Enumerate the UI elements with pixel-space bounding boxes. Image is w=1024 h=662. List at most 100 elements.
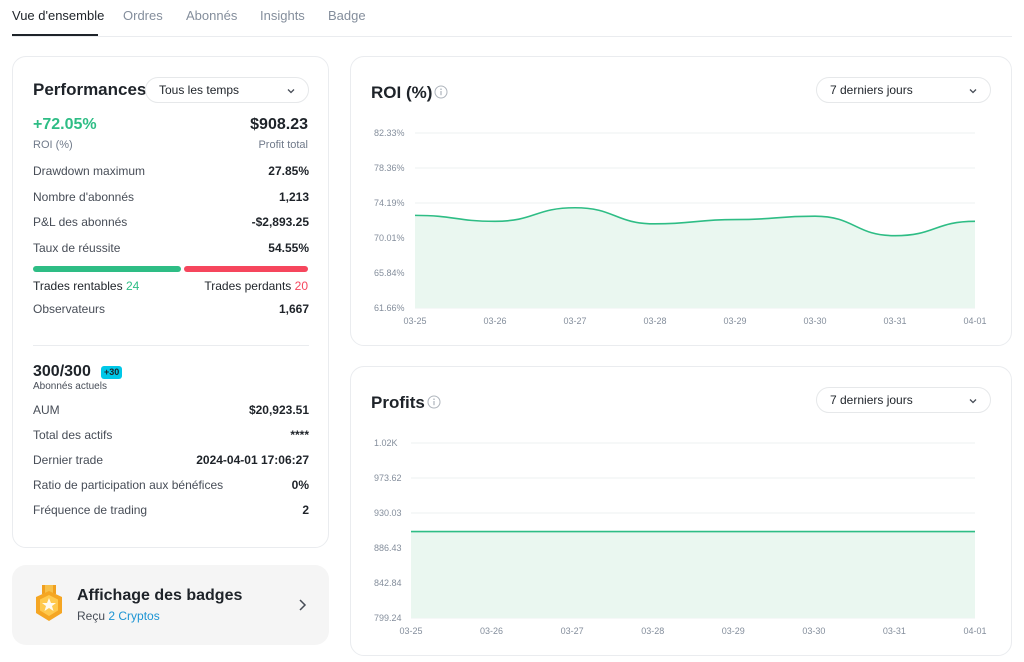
active-tab-indicator <box>12 34 98 36</box>
stat-row-win-rate: Taux de réussite 54.55% <box>33 241 309 257</box>
badges-title: Affichage des badges <box>77 587 243 604</box>
series-area <box>415 207 975 308</box>
profit-period-select[interactable]: 7 derniers jours <box>816 387 991 413</box>
stat-value: 54.55% <box>268 241 309 255</box>
stat-row-total-assets: Total des actifs **** <box>33 428 309 444</box>
tab-bar: Vue d'ensemble Ordres Abonnés Insights B… <box>12 0 1012 37</box>
stat-value: $20,923.51 <box>248 403 309 417</box>
x-tick-label: 04-01 <box>963 316 986 326</box>
x-tick-label: 03-30 <box>802 626 825 636</box>
stat-label: Total des actifs <box>33 428 113 442</box>
y-tick-label: 799.24 <box>374 613 402 623</box>
section-divider <box>33 345 309 346</box>
stat-label: Observateurs <box>33 302 106 316</box>
total-profit-value: $908.23 <box>250 116 308 133</box>
badges-received-link[interactable]: 2 Cryptos <box>108 609 160 623</box>
stat-value: 0% <box>291 478 309 492</box>
stat-value: **** <box>290 428 309 442</box>
y-tick-label: 1.02K <box>374 438 398 448</box>
y-tick-label: 61.66% <box>374 303 405 313</box>
stat-value: 1,667 <box>278 302 309 316</box>
stat-row-profit-share: Ratio de participation aux bénéfices 0% <box>33 478 309 494</box>
winning-trades: Trades rentables 24 <box>33 279 139 293</box>
losing-trades: Trades perdants 20 <box>204 279 308 293</box>
badges-card[interactable]: Affichage des badges Reçu 2 Cryptos <box>12 565 329 645</box>
y-tick-label: 930.03 <box>374 508 402 518</box>
stat-value: 2 <box>302 503 309 517</box>
y-tick-label: 973.62 <box>374 473 402 483</box>
info-icon[interactable] <box>434 85 448 99</box>
x-tick-label: 03-27 <box>563 316 586 326</box>
stat-value: 27.85% <box>268 164 309 178</box>
stat-label: Ratio de participation aux bénéfices <box>33 478 224 492</box>
x-tick-label: 03-25 <box>399 626 422 636</box>
stat-value: 2024-04-01 17:06:27 <box>196 453 309 467</box>
x-tick-label: 03-29 <box>723 316 746 326</box>
subscriber-capacity: 300/300 <box>33 363 91 380</box>
tab-badge[interactable]: Badge <box>328 8 366 23</box>
roi-label: ROI (%) <box>33 139 73 151</box>
profit-chart: 1.02K 973.62 930.03 886.43 842.84 799.24 03-25… <box>374 438 987 636</box>
tab-insights[interactable]: Insights <box>260 8 305 23</box>
tab-overview[interactable]: Vue d'ensemble <box>12 8 105 23</box>
stat-row-subscriber-pnl: P&L des abonnés -$2,893.25 <box>33 215 309 231</box>
chevron-down-icon <box>287 89 295 94</box>
chevron-down-icon <box>969 399 977 404</box>
stat-label: P&L des abonnés <box>33 215 128 229</box>
x-tick-label: 03-31 <box>883 316 906 326</box>
profit-period-value: 7 derniers jours <box>830 393 913 407</box>
stat-value: -$2,893.25 <box>251 215 309 229</box>
chevron-right-icon[interactable] <box>297 598 307 612</box>
y-tick-label: 78.36% <box>374 163 405 173</box>
stat-row-drawdown: Drawdown maximum 27.85% <box>33 164 309 180</box>
x-tick-label: 03-31 <box>883 626 906 636</box>
x-tick-label: 03-25 <box>403 316 426 326</box>
subscriber-delta-badge: +30 <box>101 366 123 379</box>
x-tick-label: 03-26 <box>480 626 503 636</box>
tab-orders[interactable]: Ordres <box>123 8 163 23</box>
stat-row-last-trade: Dernier trade 2024-04-01 17:06:27 <box>33 453 309 469</box>
performance-period-value: Tous les temps <box>159 83 240 97</box>
performance-period-select[interactable]: Tous les temps <box>145 77 309 103</box>
stat-value: 1,213 <box>278 190 309 204</box>
tab-subscribers[interactable]: Abonnés <box>186 8 238 23</box>
roi-chart-title: ROI (%) <box>371 83 433 102</box>
y-tick-label: 886.43 <box>374 543 402 553</box>
x-tick-label: 03-28 <box>641 626 664 636</box>
winning-trades-count: 24 <box>125 279 140 293</box>
series-line <box>414 206 976 237</box>
y-tick-label: 65.84% <box>374 268 405 278</box>
x-tick-label: 03-27 <box>561 626 584 636</box>
performance-title: Performances <box>33 80 147 99</box>
x-tick-label: 04-01 <box>963 626 986 636</box>
y-tick-label: 70.01% <box>374 233 405 243</box>
subscriber-capacity-label: Abonnés actuels <box>33 381 107 392</box>
x-tick-label: 03-30 <box>803 316 826 326</box>
x-tick-label: 03-29 <box>722 626 745 636</box>
stat-row-trading-frequency: Fréquence de trading 2 <box>33 503 309 519</box>
losing-trades-label: Trades perdants <box>204 279 292 293</box>
total-profit-label: Profit total <box>258 139 308 151</box>
stat-row-subscriber-count: Nombre d'abonnés 1,213 <box>33 190 309 206</box>
roi-value: +72.05% <box>33 116 97 133</box>
y-tick-label: 82.33% <box>374 128 405 138</box>
profit-chart-card: Profits 7 derniers jours 1.02K 973.62 930.… <box>350 366 1012 656</box>
stat-row-aum: AUM $20,923.51 <box>33 403 309 419</box>
roi-chart-card: ROI (%) 7 derniers jours 82.33% 78.36% 74.… <box>350 56 1012 346</box>
stat-row-observers: Observateurs 1,667 <box>33 302 309 318</box>
stat-label: Nombre d'abonnés <box>33 190 135 204</box>
chevron-down-icon <box>969 89 977 94</box>
stat-label: Fréquence de trading <box>33 503 148 517</box>
losing-trades-count: 20 <box>294 279 308 293</box>
y-tick-label: 74.19% <box>374 198 405 208</box>
losing-trades-bar <box>184 266 308 272</box>
stat-label: Drawdown maximum <box>33 164 146 178</box>
roi-period-select[interactable]: 7 derniers jours <box>816 77 991 103</box>
roi-chart: 82.33% 78.36% 74.19% 70.01% 65.84% 61.66% 03-2… <box>374 128 987 326</box>
performance-card: Performances Tous les temps +72.05% $908… <box>12 56 329 548</box>
winning-trades-label: Trades rentables <box>33 279 123 293</box>
medal-icon <box>36 585 62 621</box>
roi-period-value: 7 derniers jours <box>830 83 913 97</box>
info-icon[interactable] <box>427 395 441 409</box>
y-tick-label: 842.84 <box>374 578 402 588</box>
